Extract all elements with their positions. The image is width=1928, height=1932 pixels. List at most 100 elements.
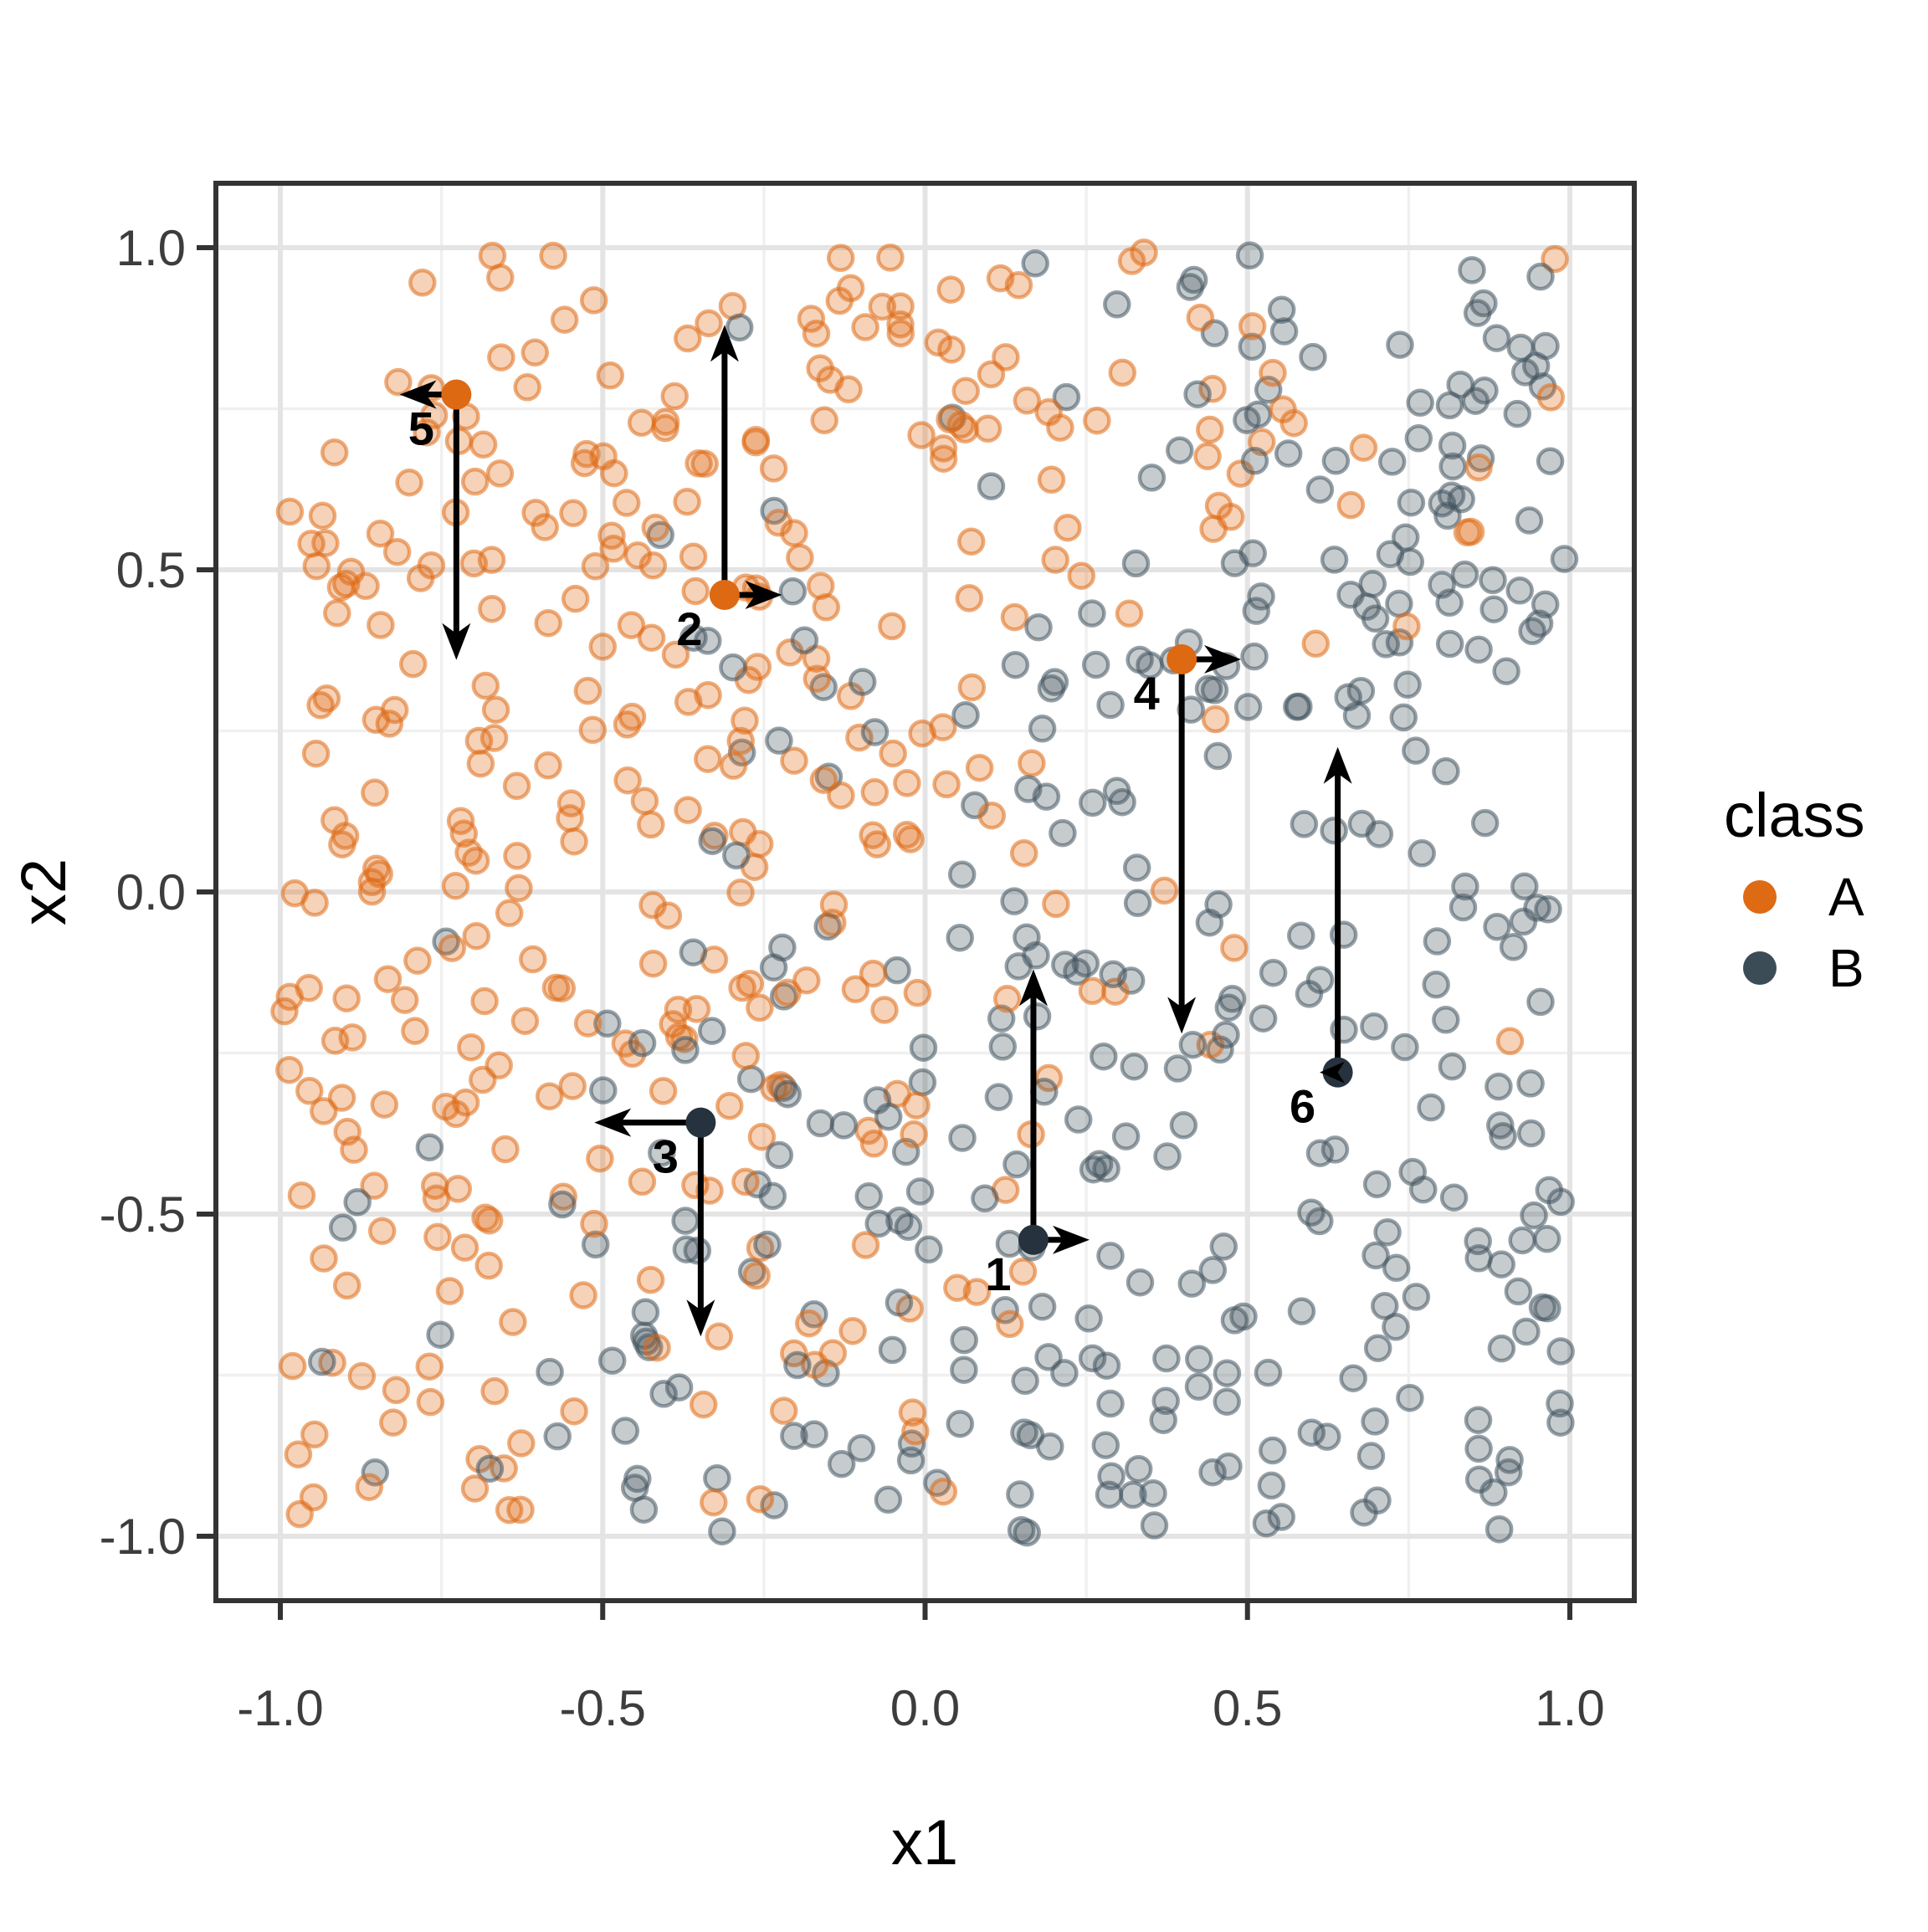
scatter-point-class-a — [651, 407, 680, 436]
scatter-point-class-a — [521, 499, 550, 527]
scatter-point-class-a — [382, 1376, 411, 1405]
scatter-point-class-a — [956, 527, 986, 556]
scatter-point-class-b — [1437, 481, 1466, 510]
scatter-point-class-a — [295, 1077, 324, 1105]
y-axis-tick-label: -1.0 — [100, 1509, 186, 1565]
scatter-point-class-b — [1305, 1139, 1335, 1167]
arrow-head — [399, 380, 437, 409]
scatter-point-class-a — [878, 612, 906, 641]
scatter-point-class-b — [1177, 1269, 1207, 1298]
scatter-point-class-b — [1185, 1345, 1213, 1374]
scatter-point-class-a — [323, 599, 351, 628]
scatter-point-class-b — [725, 313, 754, 342]
scatter-point-class-a — [479, 724, 509, 752]
scatter-point-class-a — [466, 749, 495, 778]
scatter-point-class-b — [1464, 1434, 1493, 1463]
scatter-points — [270, 238, 1579, 1547]
legend-label-class-b: B — [1828, 938, 1864, 998]
scatter-point-class-b — [648, 1139, 676, 1167]
y-axis-tick-label: -0.5 — [100, 1186, 186, 1243]
arrow-head — [1167, 997, 1197, 1034]
point-label-2: 2 — [676, 602, 702, 655]
scatter-point-class-b — [1484, 1514, 1514, 1544]
scatter-point-class-a — [792, 966, 821, 995]
scatter-point-class-b — [679, 938, 708, 966]
scatter-point-class-b — [874, 1485, 903, 1514]
scatter-point-class-b — [1195, 908, 1224, 937]
scatter-point-class-b — [1064, 1105, 1093, 1134]
scatter-point-class-a — [505, 874, 533, 903]
scatter-point-class-a — [1336, 490, 1366, 520]
scatter-point-class-b — [1259, 958, 1288, 987]
scatter-point-class-a — [503, 842, 531, 870]
scatter-point-class-b — [1242, 597, 1271, 625]
scatter-point-class-b — [860, 718, 890, 746]
scatter-point-class-b — [1479, 1478, 1508, 1507]
scatter-point-class-b — [1078, 599, 1106, 628]
scatter-point-class-a — [370, 1090, 399, 1119]
scatter-point-class-b — [1535, 1176, 1564, 1205]
scatter-point-class-a — [1078, 976, 1107, 1006]
scatter-point-class-b — [1389, 703, 1418, 732]
scatter-point-class-b — [328, 1213, 357, 1242]
scatter-point-class-b — [1198, 1256, 1228, 1284]
scatter-point-class-b — [1494, 1458, 1523, 1487]
scatter-point-class-b — [1546, 1389, 1574, 1418]
scatter-point-class-a — [573, 676, 602, 705]
scatter-point-class-b — [1095, 1480, 1124, 1509]
scatter-point-class-a — [596, 361, 625, 390]
scatter-point-class-a — [731, 1042, 760, 1070]
scatter-point-class-b — [768, 933, 797, 962]
scatter-point-class-a — [320, 806, 349, 835]
scatter-point-class-b — [722, 841, 751, 870]
scatter-point-class-b — [1090, 1042, 1118, 1071]
scatter-point-class-a — [637, 810, 665, 839]
scatter-point-class-a — [986, 264, 1015, 293]
scatter-point-class-b — [1503, 399, 1532, 428]
scatter-point-class-a — [275, 497, 305, 526]
scatter-point-class-b — [597, 1346, 627, 1375]
scatter-point-class-a — [1259, 358, 1287, 387]
scatter-point-class-b — [1108, 787, 1136, 817]
scatter-point-class-a — [390, 986, 419, 1014]
arrow-head — [1204, 645, 1242, 674]
scatter-point-class-a — [806, 354, 834, 382]
scatter-point-class-b — [536, 1357, 564, 1386]
scatter-point-class-a — [838, 1316, 867, 1345]
scatter-point-class-b — [1096, 690, 1125, 720]
scatter-point-class-a — [673, 487, 701, 516]
scatter-point-class-a — [973, 414, 1002, 443]
scatter-point-class-a — [845, 723, 874, 752]
scatter-point-class-a — [588, 633, 618, 661]
scatter-point-class-a — [1392, 612, 1421, 641]
scatter-point-class-a — [715, 1091, 744, 1120]
scatter-point-class-b — [1000, 887, 1028, 915]
scatter-point-class-a — [320, 438, 349, 467]
scatter-point-class-a — [773, 978, 802, 1007]
scatter-point-class-a — [700, 1488, 728, 1517]
scatter-point-class-a — [572, 439, 601, 469]
scatter-point-class-b — [1402, 736, 1430, 765]
scatter-point-class-b — [1099, 960, 1127, 989]
scatter-point-class-b — [1528, 1293, 1557, 1322]
scatter-point-class-a — [1238, 312, 1267, 341]
scatter-point-class-a — [1067, 561, 1096, 590]
scatter-point-class-a — [859, 959, 888, 988]
scatter-point-class-b — [950, 1355, 978, 1384]
scatter-point-class-b — [708, 1517, 736, 1545]
scatter-point-class-b — [1240, 447, 1269, 475]
scatter-point-class-b — [948, 1124, 977, 1152]
scatter-point-class-a — [347, 1361, 377, 1391]
scatter-point-class-b — [947, 860, 977, 889]
scatter-point-class-a — [623, 541, 653, 570]
scatter-point-class-a — [613, 766, 642, 795]
scatter-point-class-a — [695, 309, 723, 338]
scatter-point-class-a — [491, 1135, 520, 1164]
scatter-point-class-b — [1546, 1337, 1575, 1366]
scatter-point-class-b — [1350, 1498, 1378, 1527]
scatter-point-class-a — [902, 1091, 931, 1120]
scatter-point-class-a — [962, 1278, 992, 1306]
scatter-point-class-b — [1092, 1351, 1121, 1380]
scatter-point-class-b — [628, 1028, 657, 1058]
x-axis-tick-label: 0.5 — [1213, 1680, 1282, 1736]
